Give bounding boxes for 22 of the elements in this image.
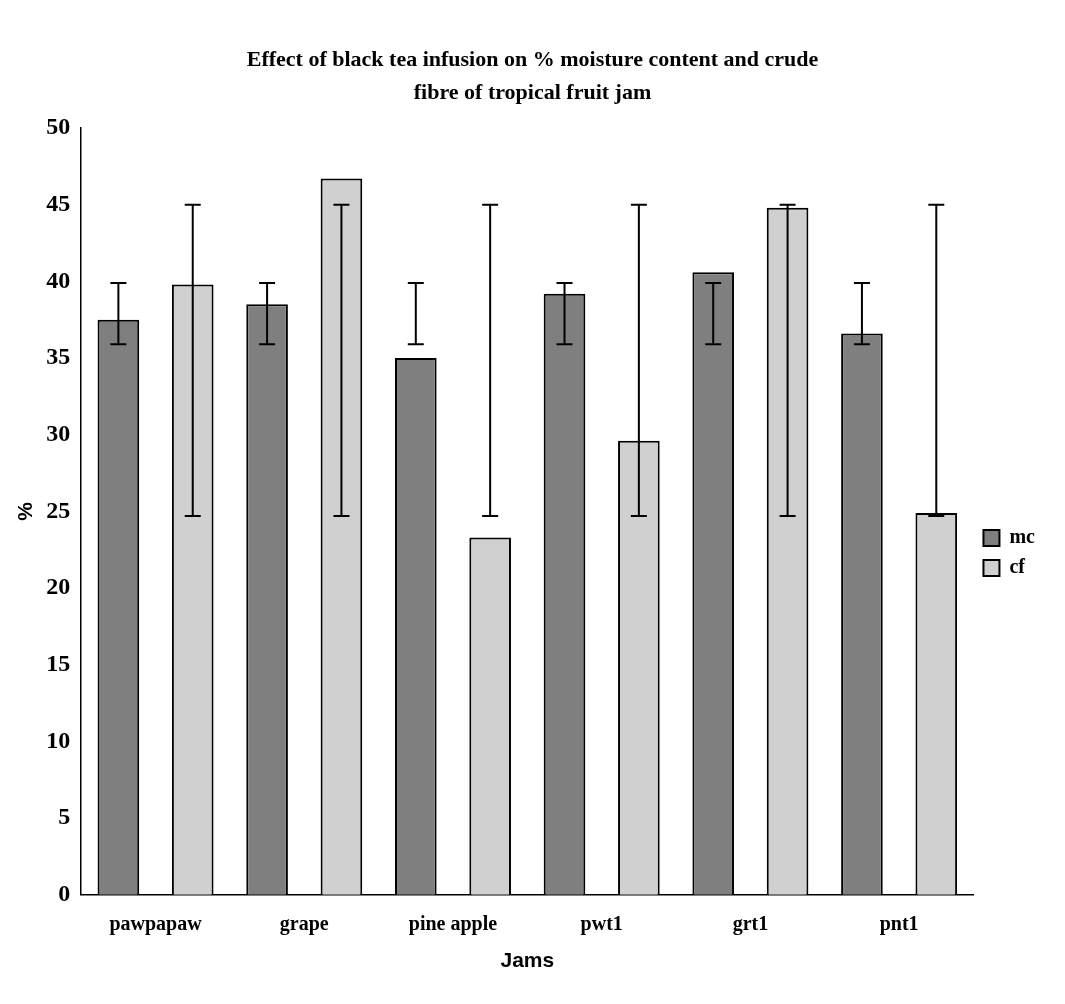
y-tick-label: 40 (46, 266, 71, 293)
x-tick-label: pnt1 (879, 911, 919, 935)
y-tick-label: 10 (46, 726, 71, 753)
y-tick-label: 25 (46, 496, 71, 523)
y-tick-label: 15 (46, 649, 71, 676)
x-tick-label: grape (279, 911, 329, 935)
y-tick-label: 20 (46, 573, 71, 600)
x-tick-label: grt1 (732, 911, 769, 935)
y-tick-label: 5 (58, 803, 71, 830)
legend-label: cf (1009, 555, 1026, 578)
y-tick-label: 35 (46, 343, 71, 370)
x-tick-label: pawpapaw (109, 911, 203, 935)
chart-title: Effect of black tea infusion on % moisture content and crude fibre of tropical fruit jam (245, 45, 820, 106)
x-tick-label: pine apple (408, 911, 498, 935)
legend-label: mc (1009, 525, 1036, 548)
y-tick-label: 50 (46, 113, 71, 140)
y-axis-title: % (13, 501, 37, 521)
x-axis-title: Jams (500, 948, 555, 972)
y-tick-label: 0 (58, 880, 71, 906)
y-tick-label: 30 (46, 419, 71, 446)
y-tick-label: 45 (46, 189, 71, 216)
x-tick-label: pwt1 (580, 911, 623, 935)
